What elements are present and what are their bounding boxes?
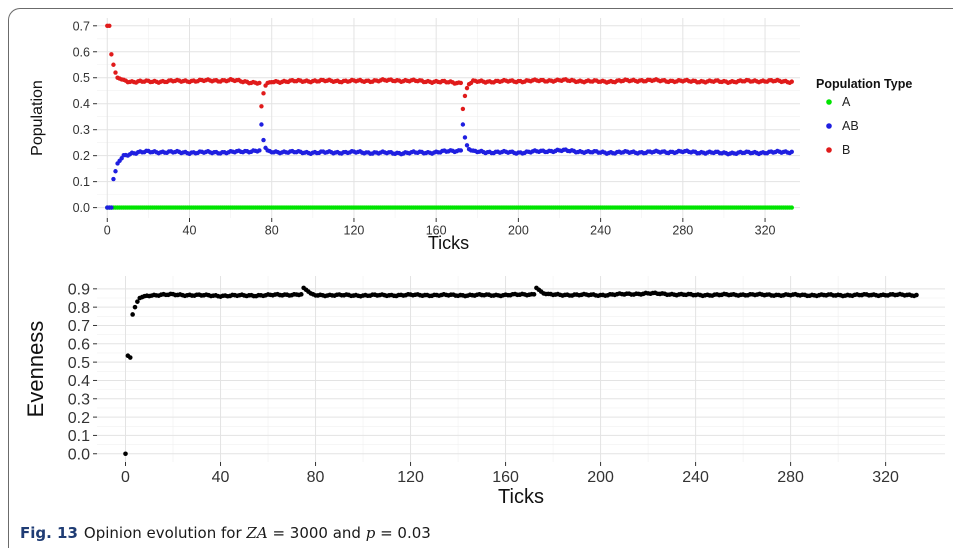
data-point (113, 70, 118, 75)
y-tick-label: 0.4 (68, 373, 90, 390)
caption-var-za: ZA (246, 524, 268, 542)
x-tick-label: 280 (777, 469, 804, 486)
data-point (261, 137, 266, 143)
y-tick-label: 0.2 (73, 149, 90, 163)
data-point (257, 148, 262, 153)
data-point (127, 355, 133, 360)
legend-swatch (826, 147, 832, 153)
y-tick-label: 0.2 (68, 410, 90, 427)
y-tick-label: 0.1 (73, 175, 90, 189)
y-tick-label: 0.3 (73, 123, 90, 137)
y-tick-label: 0.3 (68, 392, 90, 409)
x-tick-label: 280 (672, 224, 693, 238)
y-tick-label: 0.7 (68, 318, 90, 335)
x-tick-label: 240 (590, 224, 611, 238)
y-axis-label: Evenness (23, 321, 48, 418)
data-point (914, 292, 919, 298)
data-point (123, 451, 128, 457)
x-tick-label: 160 (492, 469, 519, 486)
data-point (458, 80, 464, 86)
evenness-chart: 0 40 80 120 160 200 240 280 3200.00.10.20.30.40.… (23, 276, 945, 508)
data-point (107, 23, 112, 28)
figure-caption: Fig. 13 Opinion evolution for ZA = 3000 a… (20, 524, 431, 542)
legend-title: Population Type (816, 77, 912, 91)
y-tick-label: 0.1 (68, 428, 90, 445)
y-tick-label: 0.6 (73, 45, 90, 59)
data-point (789, 149, 794, 154)
data-point (259, 104, 264, 109)
data-point (111, 176, 116, 182)
data-point (119, 156, 124, 161)
data-point (298, 292, 304, 297)
x-tick-label: 80 (265, 224, 279, 238)
data-point (132, 304, 138, 310)
x-axis-label: Ticks (428, 233, 469, 253)
legend-swatch (826, 123, 832, 129)
data-point (531, 292, 537, 297)
data-point (460, 122, 466, 127)
y-tick-label: 0.7 (73, 19, 90, 33)
x-tick-label: 40 (212, 469, 230, 486)
data-point (113, 169, 118, 174)
x-tick-label: 0 (121, 469, 130, 486)
data-point (109, 52, 114, 57)
x-tick-label: 200 (508, 224, 529, 238)
y-tick-label: 0.8 (68, 300, 90, 317)
y-tick-label: 0.5 (68, 355, 90, 372)
x-tick-label: 120 (397, 469, 424, 486)
x-tick-label: 160 (426, 224, 447, 238)
data-point (789, 79, 794, 84)
x-tick-label: 120 (344, 224, 365, 238)
y-tick-label: 0.5 (73, 71, 90, 85)
y-tick-label: 0.9 (68, 282, 90, 299)
data-point (458, 148, 464, 153)
legend: Population Type A AB B (816, 77, 912, 157)
population-chart: 0 40 80 120 160 200 240 280 320 0.0 0.1 0.2 0.3 0.4 0.… (29, 18, 912, 253)
data-point (460, 106, 466, 112)
series-ab (105, 122, 794, 210)
y-tick-label: 0.6 (68, 337, 90, 354)
legend-swatch (826, 99, 832, 105)
caption-var-p: p (365, 524, 376, 542)
caption-text-end: = 0.03 (375, 524, 431, 542)
x-tick-label: 40 (183, 224, 197, 238)
data-point (462, 135, 468, 140)
caption-text-pre: Opinion evolution for (83, 524, 247, 542)
data-point (462, 93, 468, 99)
y-tick-label: 0.4 (73, 97, 90, 111)
y-tick-label: 0.0 (68, 447, 90, 464)
series-evenness (123, 285, 919, 457)
figure-frame (8, 8, 953, 548)
data-point (111, 62, 116, 67)
x-tick-label: 320 (755, 224, 776, 238)
x-tick-label: 240 (682, 469, 709, 486)
series-a (105, 205, 794, 210)
data-point (261, 91, 266, 96)
caption-text-mid: = 3000 and (267, 524, 366, 542)
plot-panel (97, 18, 800, 218)
x-tick-label: 320 (872, 469, 899, 486)
data-point (109, 205, 114, 210)
plot-panel (97, 276, 945, 462)
x-axis-label: Ticks (498, 486, 544, 508)
data-point (464, 143, 470, 148)
y-tick-label: 0.0 (73, 201, 90, 215)
x-tick-label: 80 (307, 469, 325, 486)
x-tick-label: 200 (587, 469, 614, 486)
data-point (130, 312, 135, 317)
data-point (464, 85, 470, 91)
legend-label: AB (842, 119, 859, 133)
data-point (257, 80, 262, 86)
legend-label: B (842, 143, 850, 157)
caption-label: Fig. 13 (20, 524, 78, 542)
legend-label: A (842, 95, 851, 109)
x-tick-label: 0 (104, 224, 111, 238)
data-point (789, 205, 794, 210)
data-point (135, 299, 140, 304)
series-b (105, 23, 794, 112)
data-point (259, 122, 264, 127)
y-axis-label: Population (29, 80, 46, 156)
